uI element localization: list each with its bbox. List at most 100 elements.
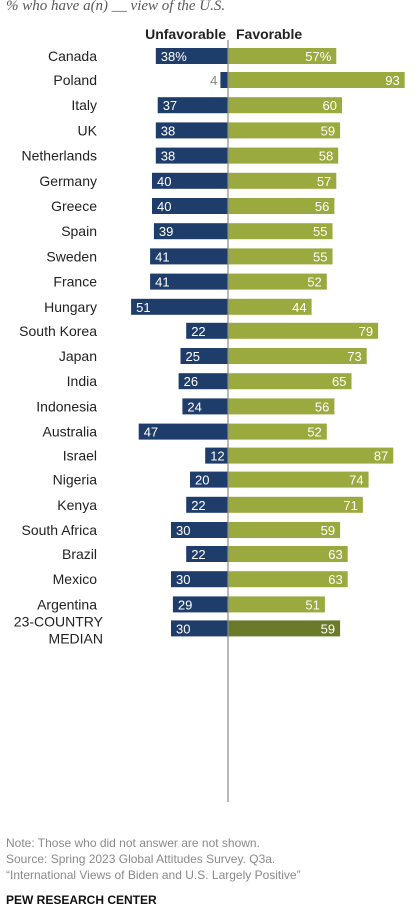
unfavorable-bar [155,122,228,139]
favorable-value-label: 44 [292,300,306,315]
favorable-bar [228,72,405,88]
favorable-bar [228,322,379,339]
report-title: “International Views of Biden and U.S. L… [6,868,301,882]
unfavorable-bar [155,48,228,64]
unfavorable-value-label: 22 [191,498,205,513]
unfavorable-bar [152,198,228,214]
unfavorable-bar [172,596,228,613]
favorable-value-label: 55 [313,224,327,239]
chart-source: Source: Spring 2023 Global Attitudes Sur… [6,852,276,866]
category-label: Australia [43,424,98,440]
category-label: South Africa [22,522,98,538]
favorable-value-label: 58 [319,149,333,164]
category-label: Poland [53,72,97,88]
unfavorable-bar [155,147,228,164]
unfavorable-bar [186,546,228,562]
category-label: Canada [48,48,97,64]
unfavorable-bar [178,373,228,390]
unfavorable-value-label: 22 [191,324,205,339]
favorable-value-label: 74 [349,473,363,488]
unfavorable-value-label: 29 [178,597,192,612]
favorable-value-label: 51 [305,597,319,612]
favorable-bar [228,620,341,637]
category-label: Germany [39,173,97,189]
unfavorable-value-label: 37 [163,98,177,113]
favorable-value-label: 59 [321,123,335,138]
category-label: Spain [61,223,97,239]
favorable-value-label: 63 [328,572,342,587]
favorable-value-label: 59 [321,621,335,636]
favorable-bar [228,447,394,464]
category-label: Greece [51,198,97,214]
category-label: Argentina [37,596,97,612]
category-label: Nigeria [53,472,98,488]
favorable-value-label: 87 [374,449,388,464]
unfavorable-value-label: 41 [155,249,169,264]
favorable-value-label: 79 [359,324,373,339]
favorable-bar [228,348,367,364]
unfavorable-bar [186,496,228,513]
diverging-bar-chart: 38% 57% Canada 4 93 Poland 37 60 Italy 38 59 UK 38 58… [14,40,405,802]
unfavorable-bar [150,273,228,290]
favorable-value-label: 52 [307,275,321,290]
favorable-bar [228,172,337,189]
unfavorable-value-label: 38% [161,49,187,64]
category-label: South Korea [19,323,97,339]
category-label: India [67,373,98,389]
chart-subtitle: % who have a(n) __ view of the U.S. [6,0,226,14]
unfavorable-bar [131,298,228,315]
unfavorable-header: Unfavorable [145,26,226,42]
favorable-bar [228,273,327,290]
favorable-bar [228,571,348,588]
unfavorable-bar [153,223,228,240]
unfavorable-value-label: 24 [187,399,201,414]
favorable-value-label: 56 [315,399,329,414]
unfavorable-bar [171,620,228,637]
unfavorable-value-label: 40 [157,174,171,189]
favorable-bar [228,48,337,64]
unfavorable-value-label: 25 [186,349,200,364]
favorable-bar [228,522,341,538]
unfavorable-value-label: 38 [161,123,175,138]
favorable-value-label: 60 [323,98,337,113]
favorable-bar [228,546,348,562]
category-label: 23-COUNTRY [14,613,104,629]
favorable-bar [228,223,333,240]
favorable-value-label: 57 [317,174,331,189]
pew-brand: PEW RESEARCH CENTER [6,893,157,907]
category-label: Mexico [53,571,98,587]
favorable-value-label: 55 [313,249,327,264]
favorable-value-label: 73 [347,349,361,364]
unfavorable-value-label: 30 [176,572,190,587]
category-label: Brazil [62,546,97,562]
favorable-value-label: 65 [332,374,346,389]
unfavorable-bar [205,447,228,464]
favorable-value-label: 57% [305,49,331,64]
category-label: Israel [63,448,97,464]
unfavorable-value-label: 22 [191,547,205,562]
favorable-value-label: 93 [385,73,399,88]
favorable-bar [228,198,335,214]
favorable-bar [228,496,363,513]
unfavorable-bar [157,97,228,114]
category-label: Indonesia [36,398,97,414]
unfavorable-value-label: 38 [161,149,175,164]
favorable-value-label: 52 [307,425,321,440]
favorable-bar [228,471,369,488]
category-label: Sweden [46,248,97,264]
unfavorable-value-label: 41 [155,275,169,290]
unfavorable-bar [190,471,228,488]
category-label: Japan [59,348,97,364]
unfavorable-value-label: 47 [144,425,158,440]
favorable-bar [228,147,339,164]
favorable-bar [228,122,341,139]
favorable-bar [228,373,352,390]
favorable-value-label: 63 [328,547,342,562]
unfavorable-bar [171,522,228,538]
favorable-value-label: 56 [315,199,329,214]
favorable-bar [228,248,333,265]
category-label: Netherlands [22,148,98,164]
category-label: Kenya [57,497,97,513]
unfavorable-value-label: 30 [176,523,190,538]
unfavorable-bar [150,248,228,265]
